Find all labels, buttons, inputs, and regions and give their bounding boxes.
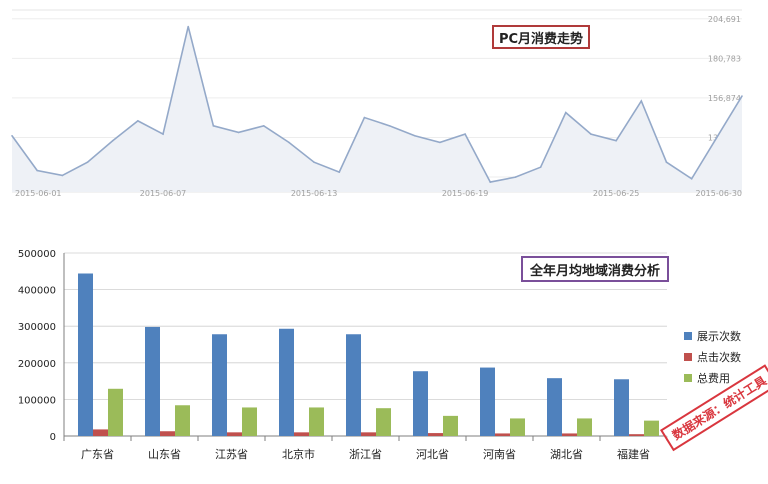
data-point <box>464 133 466 135</box>
x-tick-label: 2015-06-07 <box>140 189 187 198</box>
y-tick-label: 204,691 <box>708 15 741 24</box>
bar-chart-title: 全年月均地域消费分析 <box>521 256 669 282</box>
region-bar-chart: 0 100000 200000 300000 400000 500000 广东省 山东省 江苏省… <box>18 249 668 461</box>
bar-cost <box>443 415 458 436</box>
data-point <box>137 120 139 122</box>
bar-clicks <box>227 432 242 436</box>
bar-clicks <box>629 434 644 436</box>
bar-cost <box>242 407 257 436</box>
x-tick-label: 广东省 <box>81 448 114 461</box>
legend-label-impressions: 展示次数 <box>697 329 741 343</box>
data-point <box>237 131 240 134</box>
y-tick-label: 400000 <box>18 286 56 297</box>
x-tick-label: 2015-06-13 <box>291 189 338 198</box>
bar-impressions <box>78 273 93 436</box>
x-tick-label: 福建省 <box>617 447 650 461</box>
x-tick-label: 2015-06-30 <box>696 189 743 198</box>
x-tick-label: 2015-06-25 <box>593 189 640 198</box>
legend-label-clicks: 点击次数 <box>697 350 741 364</box>
legend-swatch-impressions <box>684 331 692 340</box>
data-point <box>640 100 643 102</box>
legend-item-impressions: 展示次数 <box>684 325 741 346</box>
bar-clicks <box>562 433 577 436</box>
bar-clicks <box>428 433 443 436</box>
data-point <box>11 134 13 137</box>
data-point <box>388 125 391 127</box>
trend-chart: 204,691180,783156,874132,965109,0572015-… <box>11 9 743 198</box>
data-point <box>615 139 617 142</box>
x-tick-label: 江苏省 <box>215 448 248 461</box>
bar-cost <box>175 405 190 436</box>
data-point <box>111 139 114 142</box>
bar-cost <box>510 418 525 436</box>
data-point <box>86 161 89 164</box>
y-tick-label: 100000 <box>18 395 56 406</box>
y-tick-label: 0 <box>50 432 56 443</box>
bar-clicks <box>93 429 108 436</box>
x-tick-label: 浙江省 <box>349 448 382 461</box>
bar-impressions <box>480 367 495 436</box>
data-point <box>313 161 315 164</box>
x-tick-label: 2015-06-01 <box>15 189 62 198</box>
data-point <box>564 111 567 114</box>
x-tick-label: 湖北省 <box>550 448 583 461</box>
bar-impressions <box>145 326 160 436</box>
legend-item-cost: 总费用 <box>684 367 741 388</box>
bar-clicks <box>361 432 376 436</box>
data-point <box>162 133 164 135</box>
data-point <box>36 169 38 172</box>
bar-impressions <box>279 328 294 436</box>
series-area <box>12 26 742 192</box>
data-point <box>489 181 492 183</box>
trend-chart-title: PC月消费走势 <box>492 25 590 49</box>
data-point <box>439 141 441 144</box>
bar-cost <box>376 408 391 436</box>
data-point <box>338 171 341 173</box>
legend-swatch-clicks <box>684 352 692 361</box>
y-tick-label: 300000 <box>18 322 56 333</box>
bar-impressions <box>547 378 562 436</box>
data-point <box>262 125 265 127</box>
data-point <box>690 177 693 180</box>
data-point <box>187 25 190 28</box>
data-point <box>590 133 592 135</box>
legend-label-cost: 总费用 <box>697 371 730 385</box>
data-point <box>741 95 743 97</box>
data-point <box>61 174 64 177</box>
bar-impressions <box>614 379 629 436</box>
x-tick-label: 河北省 <box>416 448 449 461</box>
bar-clicks <box>495 433 510 436</box>
x-tick-label: 2015-06-19 <box>442 189 489 198</box>
series-line <box>11 26 743 183</box>
legend-swatch-cost <box>684 373 692 382</box>
x-tick-label: 北京市 <box>282 447 315 461</box>
bar-impressions <box>346 334 361 436</box>
data-point <box>514 176 517 178</box>
data-point <box>212 125 215 127</box>
data-point <box>716 136 718 139</box>
bar-chart-legend: 展示次数 点击次数 总费用 <box>684 325 741 388</box>
data-point <box>363 116 366 119</box>
y-tick-label: 200000 <box>18 359 56 370</box>
y-tick-label: 500000 <box>18 249 56 260</box>
bar-clicks <box>160 431 175 436</box>
x-tick-label: 山东省 <box>148 448 181 461</box>
bar-cost <box>644 420 659 436</box>
bar-impressions <box>212 334 227 436</box>
data-point <box>413 134 416 137</box>
y-tick-label: 180,783 <box>708 54 741 63</box>
bar-clicks <box>294 432 309 436</box>
bar-impressions <box>413 371 428 436</box>
data-point <box>539 166 542 168</box>
legend-item-clicks: 点击次数 <box>684 346 741 367</box>
data-point <box>665 161 668 164</box>
data-point <box>288 141 290 144</box>
y-tick-label: 156,874 <box>708 94 741 103</box>
bar-cost <box>577 418 592 436</box>
x-tick-label: 河南省 <box>483 448 516 461</box>
bar-cost <box>108 388 123 436</box>
bar-cost <box>309 407 324 436</box>
